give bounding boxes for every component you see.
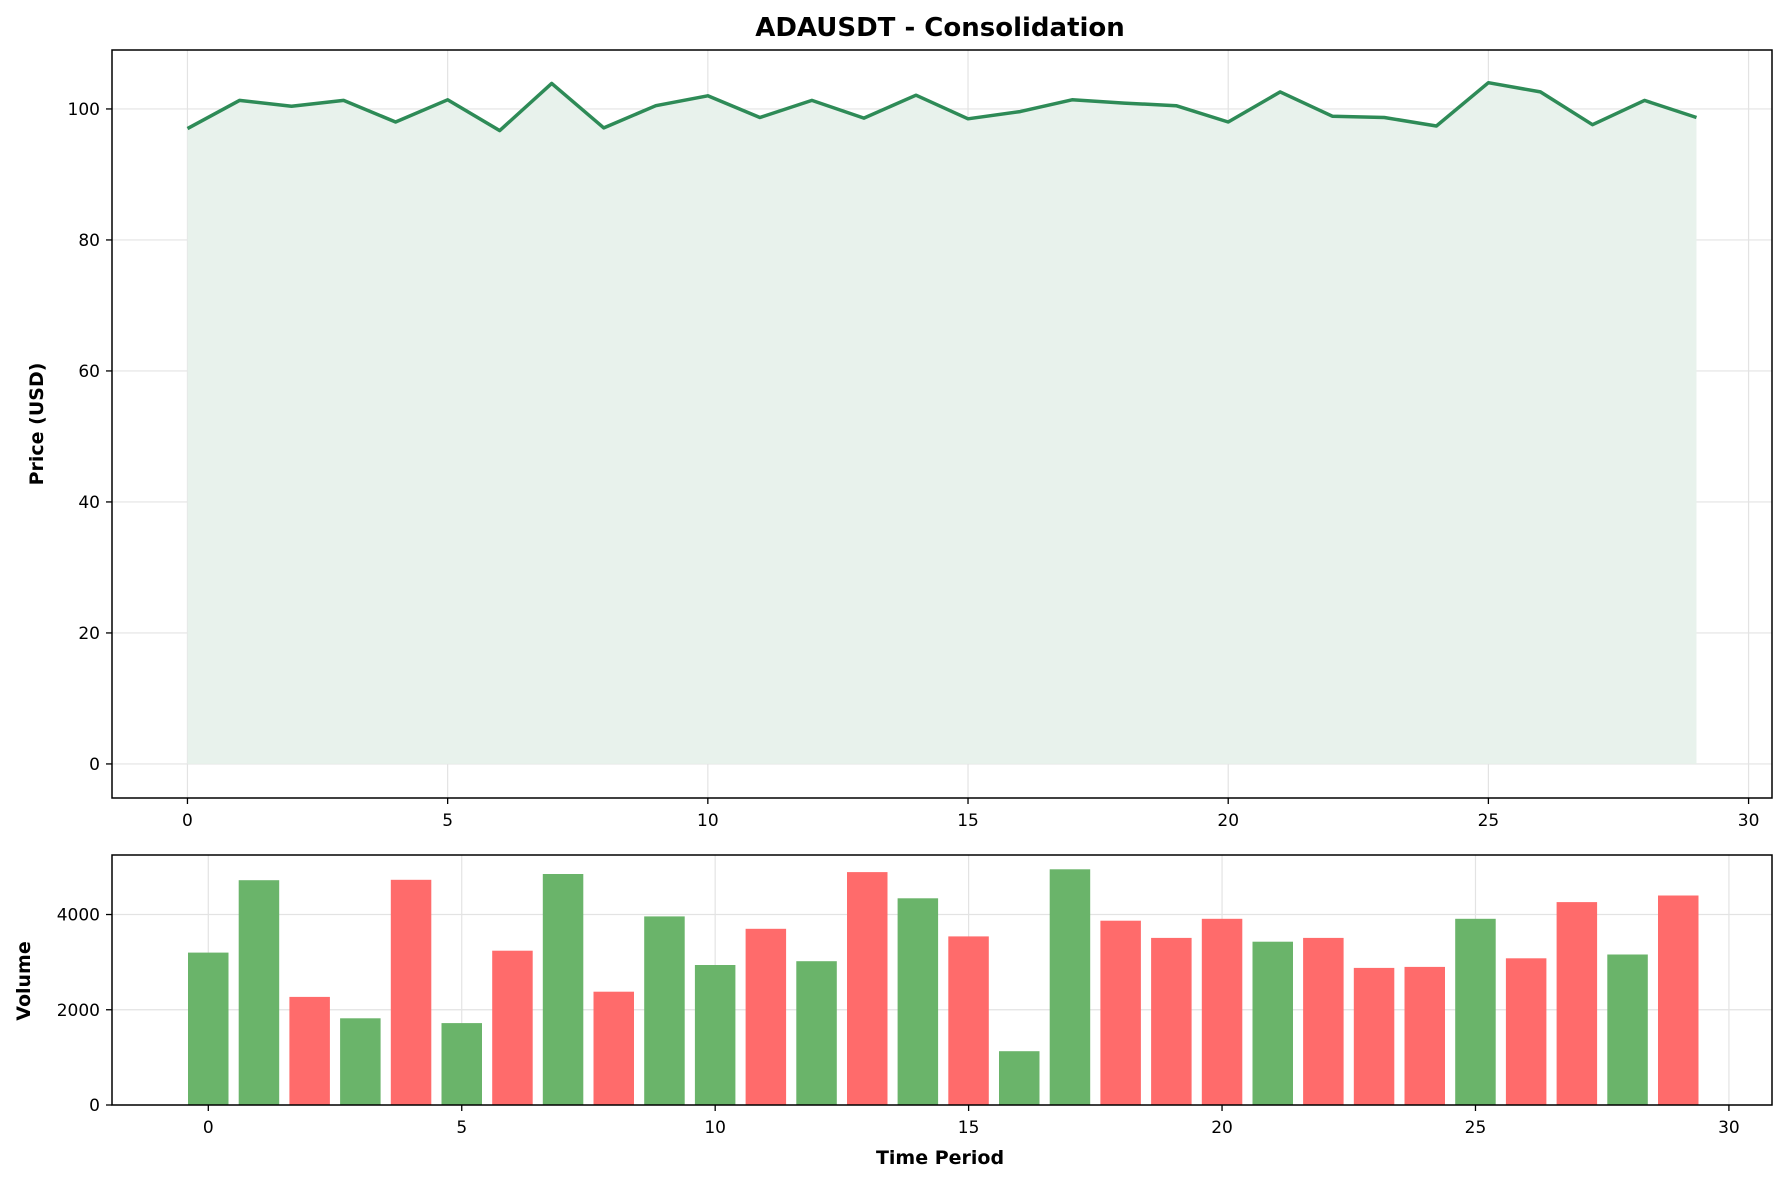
volume-bar	[238, 880, 280, 1105]
price-x-tick-label: 25	[1478, 811, 1500, 831]
volume-bar	[1505, 958, 1547, 1105]
volume-x-tick-label: 25	[1465, 1118, 1487, 1138]
price-x-tick-label: 30	[1738, 811, 1760, 831]
volume-x-axis: 0 5 10 15 20 25 30	[203, 1105, 1740, 1138]
volume-x-tick-label: 10	[704, 1118, 726, 1138]
volume-bar	[948, 936, 989, 1105]
volume-bar	[1404, 966, 1445, 1105]
volume-plot-frame	[111, 854, 1773, 1106]
volume-bar	[340, 1018, 381, 1105]
volume-bar	[796, 961, 837, 1105]
volume-bar	[1049, 869, 1091, 1105]
volume-bar	[289, 996, 330, 1105]
volume-bars	[188, 869, 1699, 1105]
price-plot-frame	[111, 49, 1773, 799]
price-y-tick-label: 80	[78, 231, 100, 251]
volume-bar	[542, 874, 584, 1105]
volume-y-axis-label: Volume	[13, 941, 35, 1020]
volume-bar	[745, 928, 787, 1105]
volume-bar	[897, 898, 939, 1105]
volume-bar	[694, 965, 736, 1105]
volume-x-tick-label: 0	[203, 1118, 214, 1138]
volume-bar	[1201, 918, 1243, 1105]
volume-x-tick-label: 5	[456, 1118, 467, 1138]
volume-y-tick-label: 2000	[57, 1001, 100, 1021]
volume-x-tick-label: 20	[1211, 1118, 1233, 1138]
volume-bar	[492, 950, 533, 1105]
volume-x-tick-label: 15	[958, 1118, 980, 1138]
volume-bar	[1151, 937, 1192, 1105]
volume-bar	[1100, 920, 1141, 1105]
volume-bar	[1455, 918, 1496, 1105]
volume-bar	[593, 991, 634, 1105]
price-y-tick-label: 40	[78, 493, 100, 513]
price-y-tick-label: 60	[78, 362, 100, 382]
volume-bar	[847, 872, 888, 1105]
volume-bar	[1353, 967, 1395, 1105]
volume-bar	[1252, 941, 1293, 1105]
volume-y-axis: 0 2000 4000	[57, 906, 112, 1116]
price-y-axis-label: Price (USD)	[26, 363, 48, 486]
volume-bar	[999, 1051, 1040, 1105]
volume-y-tick-label: 0	[89, 1096, 100, 1116]
price-x-tick-label: 15	[957, 811, 979, 831]
volume-x-tick-label: 30	[1718, 1118, 1740, 1138]
volume-chart: 0 5 10 15 20 25 30 0 2000 4000 Volume Time Perio…	[13, 854, 1773, 1169]
price-chart: 0 5 10 15 20 25 30 0 20 40 60 80 100 Price (USD)	[26, 49, 1773, 831]
volume-x-axis-label: Time Period	[876, 1147, 1004, 1169]
price-x-tick-label: 20	[1217, 811, 1239, 831]
volume-bar	[1658, 895, 1699, 1105]
price-x-axis: 0 5 10 15 20 25 30	[182, 798, 1759, 831]
volume-bar	[1556, 902, 1598, 1105]
volume-y-tick-label: 4000	[57, 906, 100, 926]
price-line	[186, 80, 1698, 133]
price-area-fill	[187, 82, 1697, 764]
volume-bar	[1303, 937, 1344, 1105]
price-y-axis: 0 20 40 60 80 100	[68, 100, 112, 775]
price-y-tick-label: 100	[68, 100, 100, 120]
chart-title: ADAUSDT - Consolidation	[755, 13, 1125, 43]
price-x-tick-label: 5	[442, 811, 453, 831]
price-y-tick-label: 20	[78, 624, 100, 644]
volume-bar	[390, 879, 432, 1105]
volume-bar	[441, 1023, 482, 1105]
volume-bar	[644, 916, 685, 1105]
volume-bar	[188, 952, 229, 1105]
price-y-tick-label: 0	[89, 755, 100, 775]
price-x-tick-label: 10	[697, 811, 719, 831]
price-x-tick-label: 0	[182, 811, 193, 831]
volume-bar	[1607, 954, 1648, 1105]
